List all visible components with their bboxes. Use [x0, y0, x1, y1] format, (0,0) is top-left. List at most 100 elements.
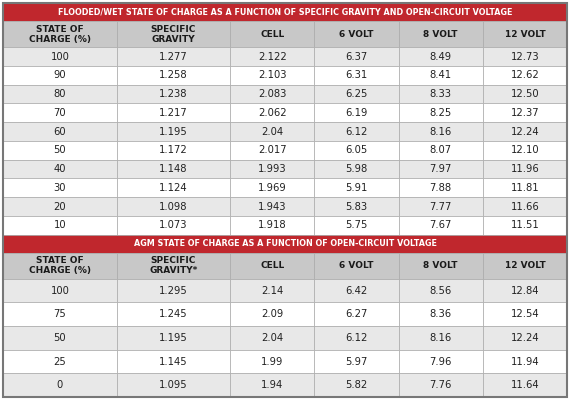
Text: 2.14: 2.14 — [261, 286, 283, 296]
Text: 12.54: 12.54 — [511, 309, 539, 319]
Bar — [230, 104, 315, 122]
Bar — [315, 21, 398, 47]
Bar — [315, 326, 398, 350]
Text: 6 VOLT: 6 VOLT — [339, 261, 374, 270]
Bar — [483, 373, 567, 397]
Bar — [315, 160, 398, 178]
Bar — [315, 197, 398, 216]
Bar — [3, 47, 117, 66]
Text: 1.295: 1.295 — [159, 286, 188, 296]
Text: 12.73: 12.73 — [511, 52, 539, 62]
Text: 2.122: 2.122 — [258, 52, 287, 62]
Text: 1.195: 1.195 — [159, 333, 188, 343]
Bar — [230, 66, 315, 85]
Text: 7.77: 7.77 — [430, 202, 452, 212]
Text: 100: 100 — [50, 286, 70, 296]
Bar — [315, 122, 398, 141]
Text: 6.12: 6.12 — [345, 333, 368, 343]
Bar — [398, 178, 483, 197]
Text: 5.98: 5.98 — [345, 164, 368, 174]
Text: 5.97: 5.97 — [345, 356, 368, 366]
Text: 8.49: 8.49 — [430, 52, 452, 62]
Bar — [3, 216, 117, 235]
Bar — [315, 141, 398, 160]
Text: 1.145: 1.145 — [159, 356, 188, 366]
Text: 11.51: 11.51 — [511, 220, 539, 230]
Bar — [315, 216, 398, 235]
Text: 8.16: 8.16 — [430, 333, 452, 343]
Text: 6.31: 6.31 — [345, 70, 368, 80]
Bar — [483, 66, 567, 85]
Text: 40: 40 — [54, 164, 66, 174]
Text: 100: 100 — [50, 52, 70, 62]
Text: 11.64: 11.64 — [511, 380, 539, 390]
Text: 2.04: 2.04 — [261, 333, 283, 343]
Bar — [3, 85, 117, 104]
Bar — [117, 21, 230, 47]
Text: 6.27: 6.27 — [345, 309, 368, 319]
Bar — [3, 197, 117, 216]
Bar — [315, 253, 398, 279]
Bar — [117, 85, 230, 104]
Bar — [3, 141, 117, 160]
Text: CELL: CELL — [260, 261, 284, 270]
Text: 8.36: 8.36 — [430, 309, 452, 319]
Bar — [483, 302, 567, 326]
Bar — [398, 141, 483, 160]
Text: 8.56: 8.56 — [430, 286, 452, 296]
Text: CELL: CELL — [260, 30, 284, 38]
Text: 1.918: 1.918 — [258, 220, 287, 230]
Bar — [117, 197, 230, 216]
Text: SPECIFIC
GRAVITY: SPECIFIC GRAVITY — [151, 24, 196, 44]
Text: 80: 80 — [54, 89, 66, 99]
Text: 60: 60 — [54, 126, 66, 136]
Text: 50: 50 — [54, 333, 66, 343]
Text: 1.238: 1.238 — [159, 89, 188, 99]
Text: 11.81: 11.81 — [511, 183, 539, 193]
Bar — [3, 279, 117, 302]
Text: 7.96: 7.96 — [430, 356, 452, 366]
Bar — [483, 197, 567, 216]
Bar — [3, 326, 117, 350]
Bar — [3, 122, 117, 141]
Text: 2.083: 2.083 — [258, 89, 287, 99]
Bar — [398, 302, 483, 326]
Text: 12 VOLT: 12 VOLT — [504, 30, 545, 38]
Bar — [398, 373, 483, 397]
Text: 6.05: 6.05 — [345, 145, 368, 155]
Bar — [230, 141, 315, 160]
Text: 6.19: 6.19 — [345, 108, 368, 118]
Bar — [315, 178, 398, 197]
Bar — [117, 122, 230, 141]
Bar — [3, 3, 567, 21]
Text: 12.24: 12.24 — [511, 333, 539, 343]
Bar — [398, 21, 483, 47]
Text: 70: 70 — [54, 108, 66, 118]
Bar — [230, 216, 315, 235]
Text: 6.42: 6.42 — [345, 286, 368, 296]
Bar — [230, 350, 315, 373]
Text: 6.25: 6.25 — [345, 89, 368, 99]
Bar — [398, 66, 483, 85]
Bar — [230, 160, 315, 178]
Text: 7.97: 7.97 — [430, 164, 452, 174]
Text: 8.33: 8.33 — [430, 89, 452, 99]
Bar — [3, 178, 117, 197]
Text: 12.37: 12.37 — [511, 108, 539, 118]
Bar — [398, 122, 483, 141]
Text: 1.277: 1.277 — [159, 52, 188, 62]
Text: 8.25: 8.25 — [430, 108, 452, 118]
Text: 2.062: 2.062 — [258, 108, 287, 118]
Bar — [3, 66, 117, 85]
Text: 12.50: 12.50 — [511, 89, 539, 99]
Bar — [117, 326, 230, 350]
Bar — [315, 66, 398, 85]
Text: 5.75: 5.75 — [345, 220, 368, 230]
Bar — [483, 141, 567, 160]
Bar — [398, 104, 483, 122]
Bar — [398, 85, 483, 104]
Text: 1.969: 1.969 — [258, 183, 287, 193]
Bar — [230, 253, 315, 279]
Text: 1.195: 1.195 — [159, 126, 188, 136]
Bar — [315, 373, 398, 397]
